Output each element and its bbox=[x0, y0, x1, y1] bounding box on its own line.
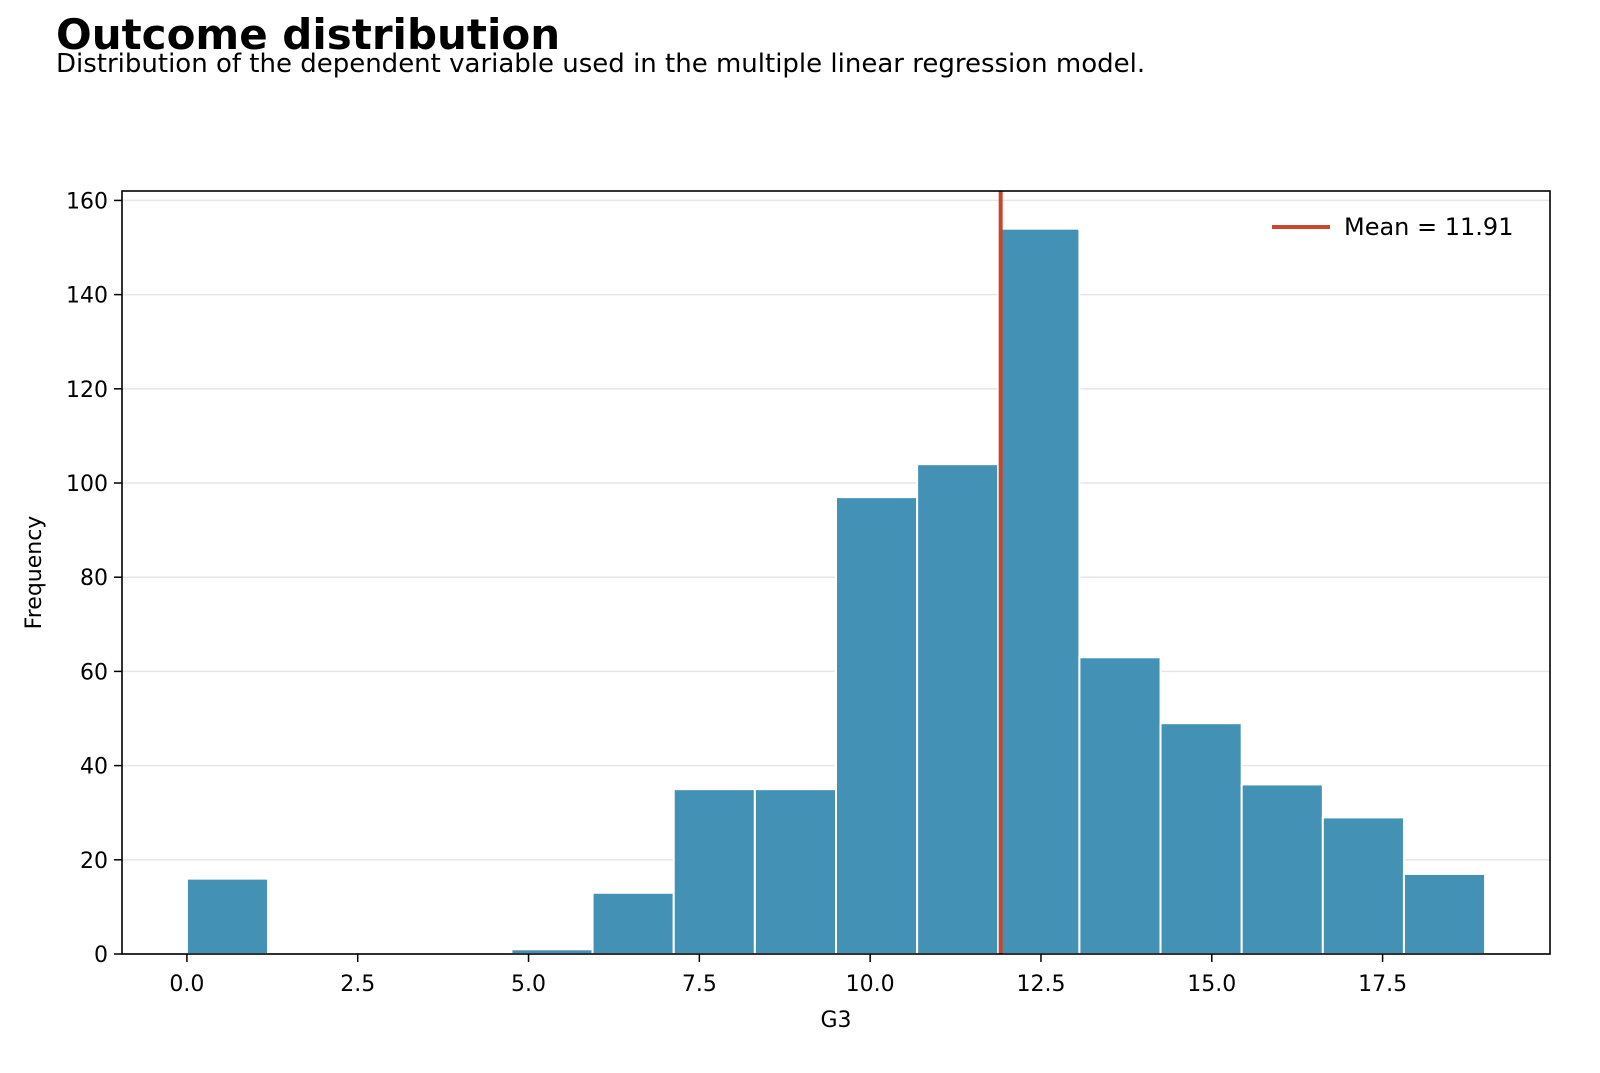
x-tick-label: 17.5 bbox=[1358, 972, 1407, 997]
y-tick-label: 160 bbox=[66, 189, 108, 214]
histogram-bar bbox=[1159, 722, 1243, 956]
x-tick-label: 15.0 bbox=[1187, 972, 1236, 997]
plot-frame bbox=[121, 190, 1551, 955]
y-tick-label: 100 bbox=[66, 472, 108, 497]
histogram-bar bbox=[835, 496, 919, 955]
x-tick-label: 2.5 bbox=[340, 972, 375, 997]
x-tick-label: 7.5 bbox=[682, 972, 717, 997]
histogram-bar bbox=[753, 788, 838, 955]
x-tick-label: 12.5 bbox=[1016, 972, 1065, 997]
y-tick-label: 140 bbox=[66, 284, 108, 309]
bars bbox=[185, 227, 1487, 956]
histogram-bar bbox=[185, 877, 270, 955]
legend: Mean = 11.91 bbox=[1272, 213, 1513, 241]
histogram-bar bbox=[1240, 783, 1324, 956]
y-tick-label: 40 bbox=[80, 755, 108, 780]
y-tick-label: 0 bbox=[94, 943, 108, 968]
x-tick-label: 10.0 bbox=[846, 972, 895, 997]
histogram-bar bbox=[1321, 816, 1405, 955]
histogram-bar bbox=[672, 788, 756, 955]
histogram-bar bbox=[916, 463, 1000, 955]
x-axis-label: G3 bbox=[820, 1008, 851, 1033]
histogram-bar bbox=[1402, 872, 1487, 956]
histogram-bar bbox=[591, 891, 675, 955]
y-tick-label: 80 bbox=[80, 566, 108, 591]
x-axis: 0.0 2.5 5.0 7.5 10.0 12.5 15.0 17.5 bbox=[169, 954, 1407, 997]
y-axis-label: Frequency bbox=[22, 516, 47, 630]
chart-subtitle: Distribution of the dependent variable u… bbox=[56, 49, 1146, 79]
histogram-bar bbox=[997, 227, 1081, 955]
y-tick-label: 60 bbox=[80, 660, 108, 685]
y-tick-label: 120 bbox=[66, 378, 108, 403]
histogram-bar bbox=[1078, 656, 1162, 955]
x-tick-label: 5.0 bbox=[511, 972, 546, 997]
legend-label: Mean = 11.91 bbox=[1344, 213, 1513, 241]
y-tick-label: 20 bbox=[80, 849, 108, 874]
chart-title: Outcome distribution bbox=[56, 10, 561, 59]
y-axis: 0 20 40 60 80 100 120 140 160 bbox=[66, 189, 122, 968]
x-tick-label: 0.0 bbox=[169, 972, 204, 997]
